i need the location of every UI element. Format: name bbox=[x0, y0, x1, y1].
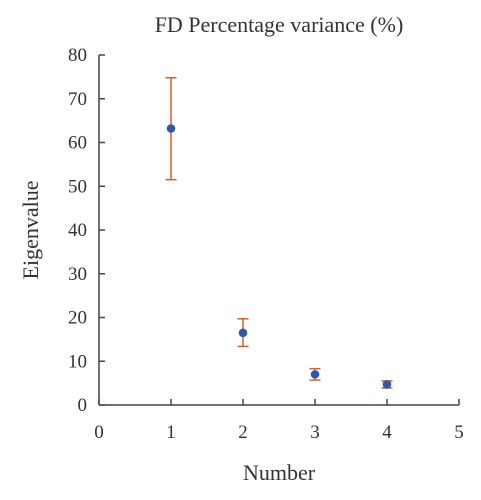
y-tick-label: 50 bbox=[68, 176, 87, 197]
x-ticks: 0 1 2 3 4 5 bbox=[94, 399, 464, 443]
x-tick-label: 3 bbox=[310, 422, 320, 443]
y-tick-label: 40 bbox=[68, 220, 87, 241]
data-point bbox=[382, 380, 392, 389]
y-tick-label: 60 bbox=[68, 133, 87, 154]
y-tick-label: 70 bbox=[68, 89, 87, 110]
chart-title: FD Percentage variance (%) bbox=[155, 12, 404, 37]
y-tick-label: 0 bbox=[78, 395, 88, 416]
x-tick-label: 5 bbox=[454, 422, 464, 443]
x-tick-label: 4 bbox=[382, 422, 392, 443]
x-tick-label: 2 bbox=[238, 422, 248, 443]
data-point bbox=[310, 370, 320, 379]
x-tick-label: 0 bbox=[94, 422, 104, 443]
y-tick-label: 10 bbox=[68, 351, 87, 372]
y-axis-label: Eigenvalue bbox=[18, 181, 43, 280]
x-axis-label: Number bbox=[243, 460, 316, 485]
data-point bbox=[166, 124, 176, 133]
y-ticks: 0 10 20 30 40 50 60 70 80 bbox=[68, 45, 105, 416]
y-tick-label: 20 bbox=[68, 308, 87, 329]
data-points bbox=[166, 124, 392, 389]
x-tick-label: 1 bbox=[166, 422, 176, 443]
error-bars bbox=[165, 77, 393, 389]
y-tick-label: 80 bbox=[68, 45, 87, 66]
data-point bbox=[238, 328, 248, 338]
axes bbox=[98, 55, 459, 406]
y-tick-label: 30 bbox=[68, 264, 87, 285]
